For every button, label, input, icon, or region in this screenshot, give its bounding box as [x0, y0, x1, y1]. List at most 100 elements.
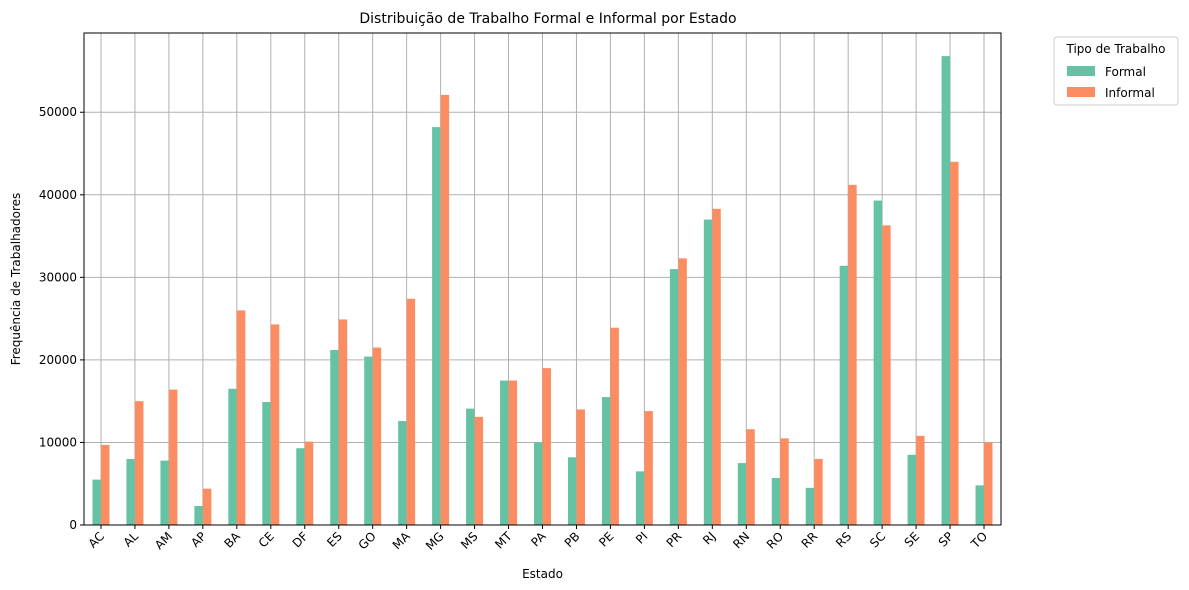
bar-informal-go — [372, 347, 382, 525]
y-tick-label: 10000 — [39, 435, 77, 449]
bar-informal-df — [304, 441, 314, 525]
bar-formal-ac — [92, 479, 101, 525]
bar-formal-ro — [771, 477, 781, 525]
x-axis-label: Estado — [522, 567, 563, 581]
bar-formal-pe — [601, 397, 611, 525]
bar-formal-pa — [534, 442, 543, 525]
bar-informal-am — [168, 389, 178, 525]
x-tick-label: RN — [730, 529, 752, 551]
x-tick-label: MT — [492, 529, 515, 552]
bar-informal-pe — [610, 327, 619, 525]
x-tick-label: RS — [833, 529, 854, 550]
bar-informal-pa — [542, 368, 551, 525]
bar-formal-to — [975, 485, 985, 525]
legend-swatch-formal — [1067, 66, 1095, 76]
x-tick-label: ES — [324, 529, 345, 550]
x-tick-label: MS — [458, 529, 481, 552]
bar-informal-sc — [882, 225, 891, 525]
bar-formal-am — [160, 460, 169, 525]
bar-informal-ce — [270, 324, 280, 525]
x-tick-label: SE — [902, 529, 923, 550]
bar-formal-ap — [194, 506, 203, 525]
x-tick-label: AP — [188, 529, 209, 550]
bar-formal-ma — [398, 420, 407, 525]
x-tick-label: SC — [867, 529, 888, 550]
bar-formal-ba — [228, 388, 237, 525]
x-tick-label: TO — [968, 529, 990, 551]
bar-informal-pr — [678, 258, 687, 525]
x-tick-label: DF — [290, 529, 311, 550]
bar-formal-rj — [703, 219, 713, 525]
bar-informal-mg — [440, 94, 450, 525]
y-axis-label: Frequência de Trabalhadores — [9, 193, 23, 366]
x-tick-label: MG — [423, 529, 447, 553]
bar-formal-mt — [500, 380, 509, 525]
bar-informal-ms — [474, 416, 484, 525]
x-tick-label: PI — [633, 529, 651, 547]
x-tick-label: PA — [528, 529, 549, 550]
bar-formal-es — [330, 349, 339, 525]
bar-formal-se — [907, 454, 917, 525]
legend-label-informal: Informal — [1105, 86, 1155, 100]
bar-informal-to — [984, 442, 993, 525]
bar-formal-rr — [805, 487, 815, 525]
bar-informal-rn — [746, 429, 755, 525]
x-tick-label: AM — [152, 529, 175, 552]
bar-formal-pr — [669, 269, 679, 525]
bar-formal-pi — [635, 471, 645, 525]
bar-informal-ba — [236, 310, 246, 525]
bar-informal-sp — [950, 161, 959, 526]
x-tick-label: CE — [256, 529, 277, 550]
bar-informal-rr — [814, 458, 823, 525]
bar-informal-pi — [644, 411, 653, 525]
bar-formal-go — [364, 356, 373, 525]
x-tick-label: RO — [764, 529, 786, 551]
x-tick-label: PE — [596, 529, 616, 549]
x-tick-label: MA — [390, 529, 414, 553]
bar-informal-es — [338, 319, 348, 525]
bar-informal-ro — [780, 438, 789, 525]
bar-informal-ac — [100, 444, 110, 525]
y-tick-label: 20000 — [39, 353, 77, 367]
x-tick-label: RR — [799, 529, 821, 551]
y-tick-label: 0 — [69, 518, 77, 532]
x-tick-label: SP — [936, 529, 956, 549]
x-tick-label: GO — [356, 529, 379, 552]
legend-label-formal: Formal — [1105, 65, 1146, 79]
x-tick-label: RJ — [700, 529, 718, 547]
y-tick-label: 50000 — [39, 105, 77, 119]
legend-swatch-informal — [1067, 87, 1095, 97]
bar-informal-al — [134, 401, 144, 525]
bar-informal-se — [916, 435, 925, 525]
x-tick-label: PB — [562, 529, 583, 550]
bar-formal-df — [296, 448, 305, 525]
bar-formal-mg — [432, 127, 441, 525]
bar-formal-pb — [567, 457, 577, 525]
bar-informal-ma — [406, 298, 416, 525]
y-axis: 0 10000 20000 30000 40000 50000 — [39, 105, 84, 532]
y-tick-label: 40000 — [39, 188, 77, 202]
legend: Tipo de Trabalho Formal Informal — [1053, 36, 1179, 106]
x-tick-label: AL — [121, 529, 142, 550]
y-tick-label: 30000 — [39, 270, 77, 284]
bar-informal-ap — [202, 488, 212, 525]
x-tick-label: AC — [86, 529, 107, 550]
x-tick-label: PR — [664, 529, 685, 550]
chart-title: Distribuição de Trabalho Formal e Inform… — [359, 11, 736, 27]
bar-informal-rj — [712, 208, 721, 525]
bar-formal-rs — [839, 265, 849, 525]
bar-formal-al — [126, 458, 135, 525]
legend-title: Tipo de Trabalho — [1066, 42, 1166, 56]
bar-informal-rs — [848, 184, 857, 525]
bar-formal-ms — [466, 408, 475, 525]
bar-formal-sc — [873, 200, 883, 525]
bar-formal-sp — [941, 56, 951, 525]
bar-formal-rn — [737, 463, 747, 525]
bar-informal-mt — [508, 380, 518, 525]
bar-formal-ce — [262, 402, 271, 525]
bars — [92, 56, 993, 526]
x-tick-label: BA — [221, 529, 243, 551]
x-axis: AC AL AM AP BA CE DF ES GO MA MG MS MT PA PB PE PI PR RJ RN… — [86, 525, 990, 553]
bar-informal-pb — [576, 409, 585, 525]
